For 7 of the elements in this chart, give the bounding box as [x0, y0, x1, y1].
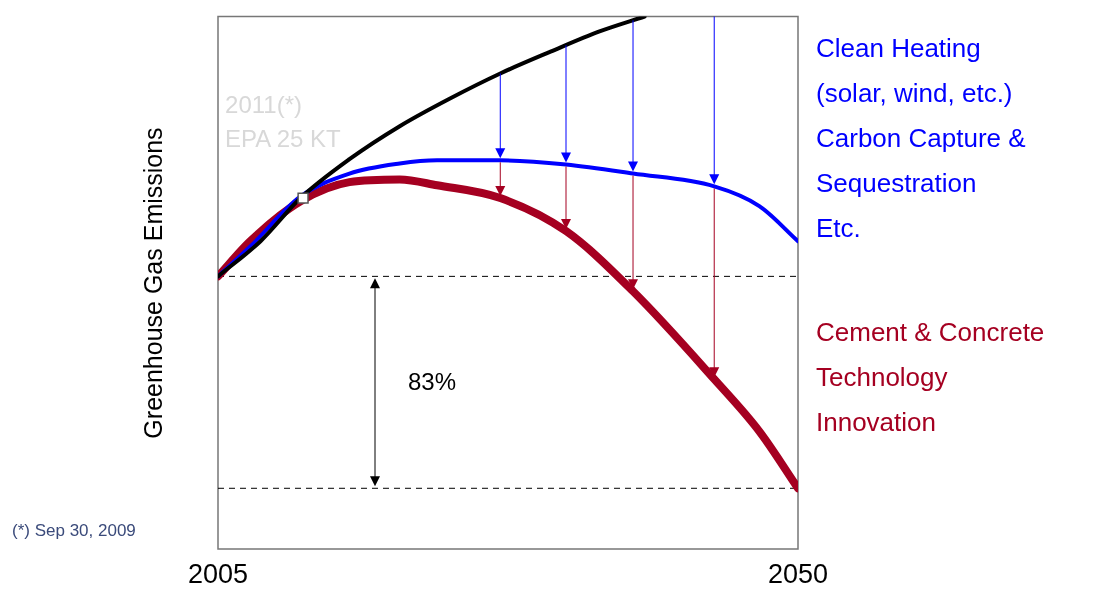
series-label: Clean Heating (solar, wind, etc.) Carbon Capture & Sequestration Etc. — [816, 32, 1026, 245]
x-tick-label: 2050 — [767, 558, 829, 589]
annotation: 83% — [408, 368, 457, 396]
text: (*) Sep 30, 2009 — [12, 520, 137, 542]
y-axis-title: Greenhouse Gas Emissions — [138, 127, 168, 439]
x-tick-label: 2005 — [187, 558, 249, 589]
series-label: Cement & Concrete Technology Innovation — [816, 316, 1045, 439]
